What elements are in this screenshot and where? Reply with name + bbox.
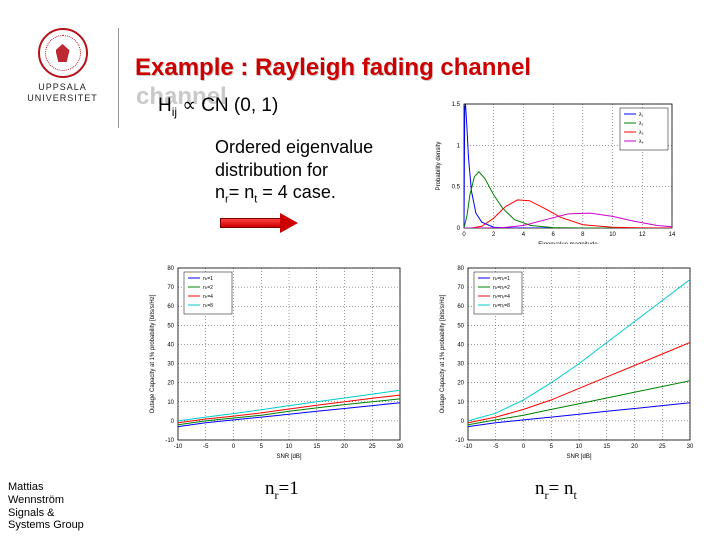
svg-text:nₜ=2: nₜ=2 [203,285,213,291]
svg-text:15: 15 [313,444,320,450]
svg-text:-5: -5 [493,444,499,450]
svg-text:10: 10 [286,444,293,450]
caption-left: nr=1 [265,478,299,503]
svg-text:1.5: 1.5 [452,102,461,108]
svg-text:15: 15 [603,444,610,450]
svg-text:10: 10 [457,400,464,406]
svg-text:14: 14 [669,232,676,238]
svg-text:Outage Capacity at 1% probabil: Outage Capacity at 1% probability [bits/… [440,294,446,413]
svg-text:30: 30 [687,444,694,450]
svg-text:0: 0 [171,419,175,425]
svg-text:20: 20 [457,381,464,387]
svg-text:25: 25 [369,444,376,450]
vertical-divider [118,28,119,128]
svg-text:5: 5 [260,444,264,450]
svg-text:nₜ=8: nₜ=8 [203,303,213,309]
seal-icon [38,28,88,78]
svg-text:2: 2 [492,232,496,238]
svg-text:-10: -10 [455,438,464,444]
logo-line2: UNIVERSITET [15,93,110,104]
slide-title: Example : Rayleigh fading channel Exampl… [135,54,531,82]
svg-text:-5: -5 [203,444,209,450]
svg-text:40: 40 [167,342,174,348]
svg-text:50: 50 [167,323,174,329]
svg-text:20: 20 [167,381,174,387]
svg-text:SNR [dB]: SNR [dB] [276,454,301,460]
svg-text:8: 8 [581,232,585,238]
arrow-icon [220,215,298,231]
svg-text:1: 1 [457,143,461,149]
svg-text:30: 30 [167,362,174,368]
svg-text:6: 6 [551,232,555,238]
svg-text:0: 0 [462,232,466,238]
svg-text:60: 60 [167,304,174,310]
svg-text:10: 10 [576,444,583,450]
svg-text:nₜ=nᵣ=2: nₜ=nᵣ=2 [493,285,510,291]
svg-text:nₜ=1: nₜ=1 [203,276,213,282]
svg-text:30: 30 [397,444,404,450]
svg-text:50: 50 [457,323,464,329]
svg-text:20: 20 [341,444,348,450]
svg-text:80: 80 [457,266,464,272]
svg-text:λ₄: λ₄ [639,139,644,145]
svg-text:4: 4 [522,232,526,238]
capacity-chart-nr1: -10 -5 0 5 10 15 20 25 30 -10 0 10 20 30 40 50 60 70 80 SNR… [142,260,412,465]
svg-text:nₜ=4: nₜ=4 [203,294,213,300]
svg-text:80: 80 [167,266,174,272]
svg-text:60: 60 [457,304,464,310]
svg-text:12: 12 [639,232,646,238]
svg-text:-10: -10 [174,444,183,450]
svg-text:30: 30 [457,362,464,368]
svg-text:0: 0 [522,444,526,450]
svg-text:0.5: 0.5 [452,185,461,191]
logo-line1: UPPSALA [15,82,110,93]
svg-text:0: 0 [461,419,465,425]
svg-text:0: 0 [232,444,236,450]
capacity-chart-nrnt: -10 -5 0 5 10 15 20 25 30 -10 0 10 20 30 40 50 60 70 80 SNR… [432,260,702,465]
svg-text:40: 40 [457,342,464,348]
distribution-equation: Hij ∝ CN (0, 1) [158,94,278,119]
svg-text:Eigenvalue magnitude: Eigenvalue magnitude [538,242,598,244]
svg-text:-10: -10 [464,444,473,450]
svg-text:SNR [dB]: SNR [dB] [566,454,591,460]
svg-text:70: 70 [457,285,464,291]
svg-text:Probability density: Probability density [436,142,442,191]
annotation-text: Ordered eigenvalue distribution for nr= … [215,136,373,207]
svg-text:nₜ=nᵣ=8: nₜ=nᵣ=8 [493,303,510,309]
svg-text:-10: -10 [165,438,174,444]
university-logo: UPPSALA UNIVERSITET [15,28,110,104]
svg-text:Outage Capacity at 1% probabil: Outage Capacity at 1% probability [bits/… [150,294,156,413]
svg-text:20: 20 [631,444,638,450]
svg-text:nₜ=nᵣ=4: nₜ=nᵣ=4 [493,294,510,300]
svg-text:5: 5 [550,444,554,450]
svg-text:nₜ=nᵣ=1: nₜ=nᵣ=1 [493,276,510,282]
svg-text:25: 25 [659,444,666,450]
svg-text:70: 70 [167,285,174,291]
svg-text:λ₁: λ₁ [639,112,644,118]
eigenvalue-distribution-chart: 0 2 4 6 8 10 12 14 0 0.5 1 1.5 Eigenvalue magnitude P… [430,96,686,244]
caption-right: nr= nt [535,478,577,503]
svg-text:10: 10 [167,400,174,406]
svg-text:10: 10 [609,232,616,238]
svg-text:0: 0 [457,226,461,232]
author-footer: Mattias Wennström Signals & Systems Grou… [8,481,84,532]
svg-text:λ₃: λ₃ [639,130,644,136]
svg-text:λ₂: λ₂ [639,121,644,127]
